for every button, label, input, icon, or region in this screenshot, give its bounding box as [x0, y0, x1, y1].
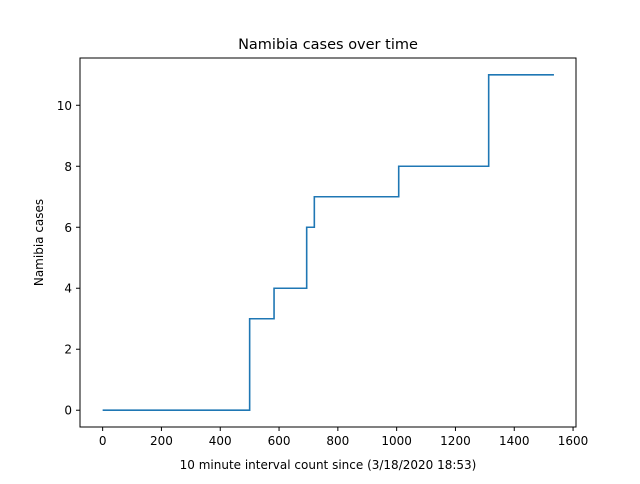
x-tick-label: 400 — [209, 434, 232, 448]
y-tick-label: 2 — [64, 343, 72, 357]
y-tick-label: 6 — [64, 221, 72, 235]
series-line — [102, 73, 554, 412]
chart-title: Namibia cases over time — [238, 37, 418, 53]
y-axis-label: Namibia cases — [32, 199, 46, 286]
x-tick-label: 800 — [326, 434, 349, 448]
axes-frame — [79, 57, 577, 428]
x-tick-label: 200 — [150, 434, 173, 448]
x-tick-label: 1400 — [499, 434, 530, 448]
y-tick-label: 0 — [64, 404, 72, 418]
y-tick-label: 4 — [64, 282, 72, 296]
plot-area — [102, 73, 554, 412]
y-axis: 0 2 4 6 8 10 — [57, 99, 80, 418]
y-tick-label: 10 — [57, 99, 72, 113]
y-tick-label: 8 — [64, 160, 72, 174]
x-tick-label: 1000 — [381, 434, 412, 448]
x-tick-label: 600 — [268, 434, 291, 448]
x-tick-label: 0 — [99, 434, 107, 448]
x-tick-label: 1200 — [440, 434, 471, 448]
x-tick-label: 1600 — [558, 434, 589, 448]
x-axis: 0 200 400 600 800 1000 1200 1400 1600 — [99, 427, 589, 448]
x-axis-label: 10 minute interval count since (3/18/202… — [180, 458, 477, 472]
